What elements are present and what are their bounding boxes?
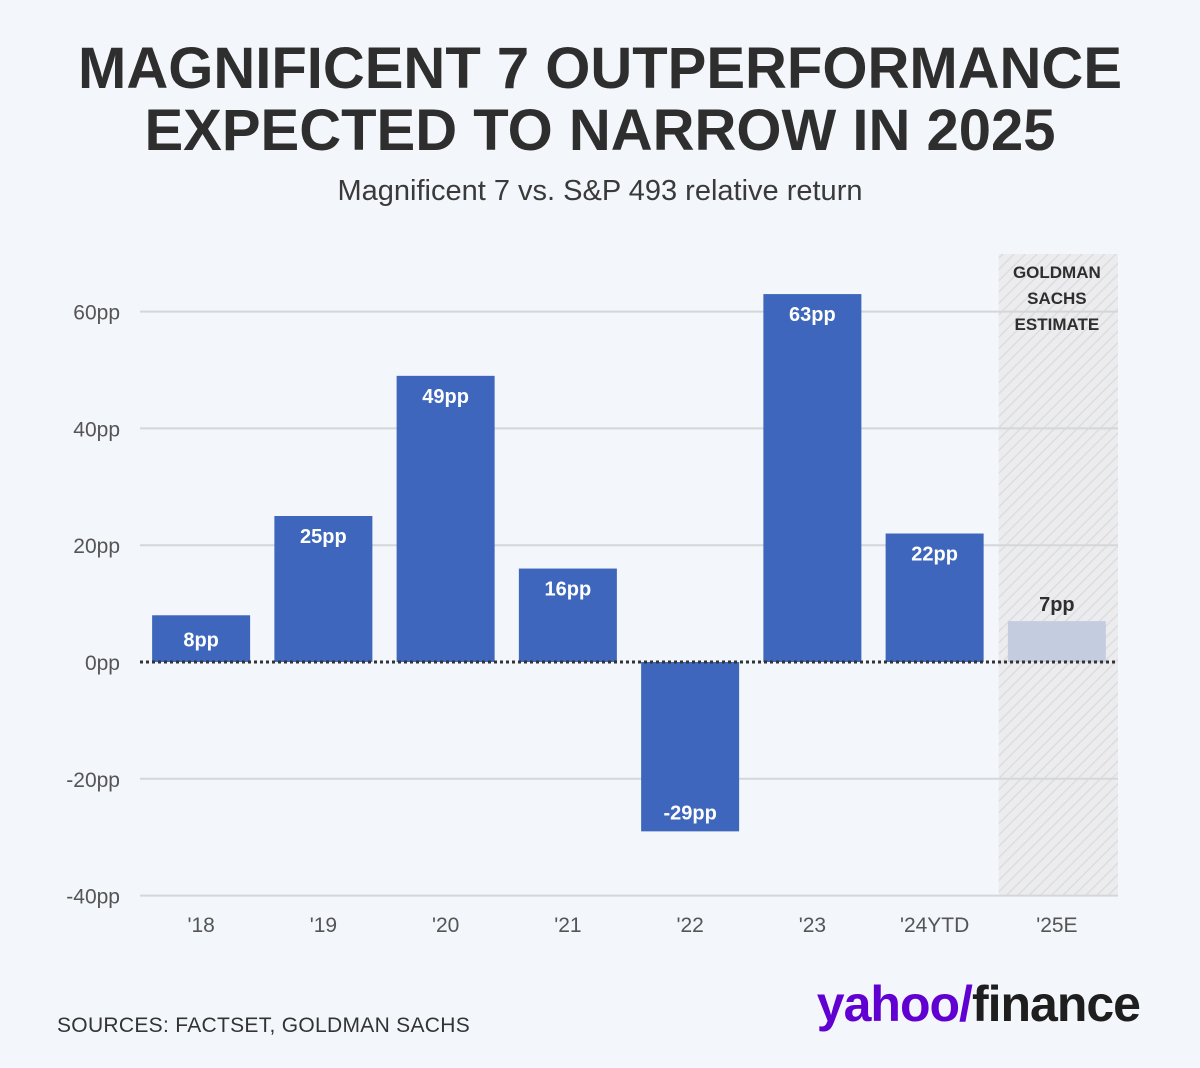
bar (641, 662, 740, 832)
bar-value-label: 22pp (911, 544, 958, 566)
bar (396, 375, 495, 662)
bar (274, 516, 373, 662)
bar-value-label: 49pp (422, 386, 469, 408)
x-tick-label: '18 (187, 914, 214, 937)
y-tick-label: 0pp (85, 652, 120, 675)
estimate-region (998, 254, 1118, 896)
y-tick-label: -40pp (66, 886, 120, 909)
logo-yahoo-text: yahoo (816, 976, 960, 1032)
chart-title-line-1: MAGNIFICENT 7 OUTPERFORMANCE (78, 36, 1122, 101)
chart-title: MAGNIFICENT 7 OUTPERFORMANCE EXPECTED TO… (0, 38, 1200, 162)
bar-value-label: 8pp (183, 630, 219, 652)
x-tick-label: '22 (676, 914, 703, 937)
estimate-annotation-line: SACHS (1027, 289, 1087, 308)
logo-slash-mark: / (959, 976, 973, 1032)
yahoo-finance-logo: yahoo/finance (816, 974, 1141, 1034)
bar (518, 568, 617, 662)
bar-value-label: 7pp (1039, 594, 1075, 616)
chart-subtitle: Magnificent 7 vs. S&P 493 relative retur… (337, 175, 863, 207)
bar (763, 294, 862, 662)
y-tick-label: -20pp (66, 769, 120, 792)
source-note: SOURCES: FACTSET, GOLDMAN SACHS (57, 1014, 471, 1037)
x-tick-label: '19 (310, 914, 337, 937)
bar-value-label: 16pp (545, 579, 592, 601)
bar (885, 533, 984, 662)
y-tick-label: 60pp (73, 302, 120, 325)
bar-value-label: 25pp (300, 526, 347, 548)
y-tick-label: 20pp (73, 535, 120, 558)
bar-value-label: -29pp (663, 802, 716, 824)
chart-title-line-2: EXPECTED TO NARROW IN 2025 (144, 98, 1056, 163)
y-tick-label: 40pp (73, 418, 120, 441)
estimate-annotation-line: GOLDMAN (1013, 263, 1101, 282)
x-tick-label: '25E (1036, 914, 1077, 937)
estimate-annotation-line: ESTIMATE (1015, 315, 1100, 334)
x-tick-label: '20 (432, 914, 459, 937)
bar-value-label: 63pp (789, 304, 836, 326)
x-tick-label: '24YTD (900, 914, 969, 937)
bar (152, 615, 251, 662)
bar-chart: GOLDMAN SACHS ESTIMATE -40pp -20pp 0pp 20pp 40p… (66, 254, 1118, 937)
logo-finance-text: finance (971, 976, 1141, 1032)
x-tick-label: '21 (554, 914, 581, 937)
bar (1007, 621, 1106, 662)
x-tick-label: '23 (799, 914, 826, 937)
